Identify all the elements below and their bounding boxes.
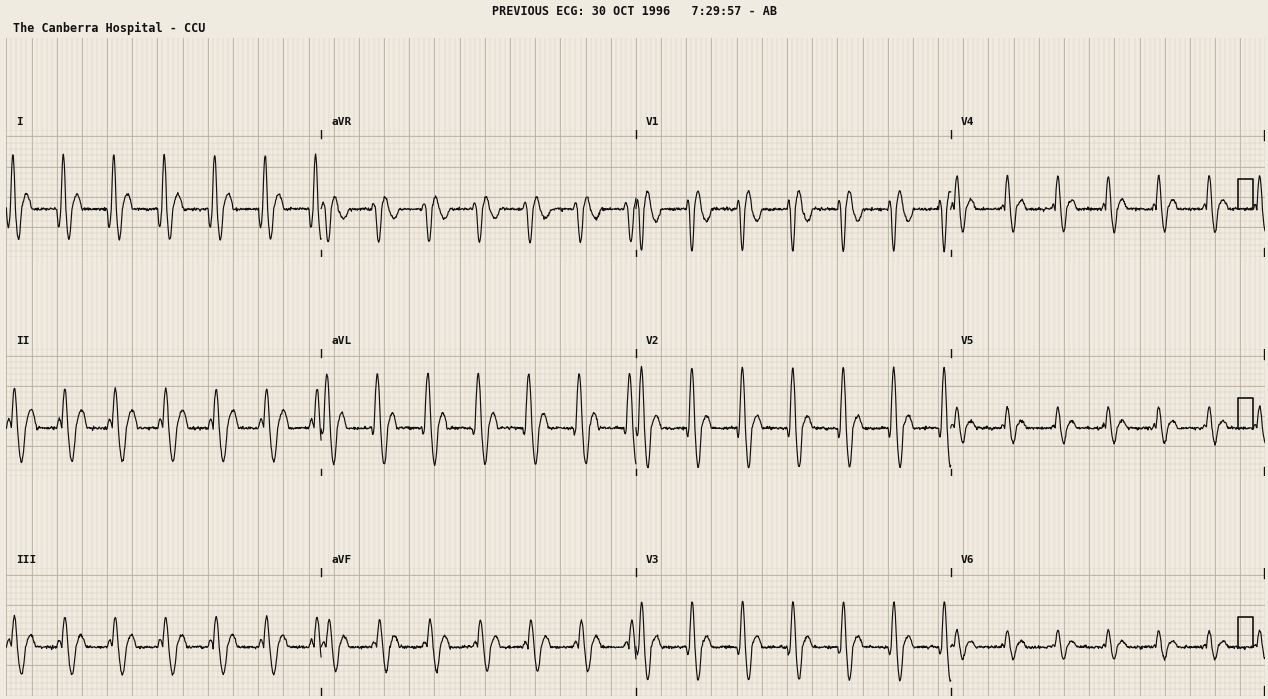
Text: aVF: aVF: [331, 555, 351, 565]
Text: PREVIOUS ECG: 30 OCT 1996   7:29:57 - AB: PREVIOUS ECG: 30 OCT 1996 7:29:57 - AB: [492, 5, 776, 18]
Text: aVR: aVR: [331, 117, 351, 127]
Text: V2: V2: [645, 336, 659, 346]
Text: V3: V3: [645, 555, 659, 565]
Text: V1: V1: [645, 117, 659, 127]
Text: aVL: aVL: [331, 336, 351, 346]
Text: The Canberra Hospital - CCU: The Canberra Hospital - CCU: [13, 22, 205, 36]
Text: V5: V5: [961, 336, 974, 346]
Text: III: III: [16, 555, 37, 565]
Text: II: II: [16, 336, 30, 346]
Text: I: I: [16, 117, 23, 127]
Text: V6: V6: [961, 555, 974, 565]
Text: V4: V4: [961, 117, 974, 127]
